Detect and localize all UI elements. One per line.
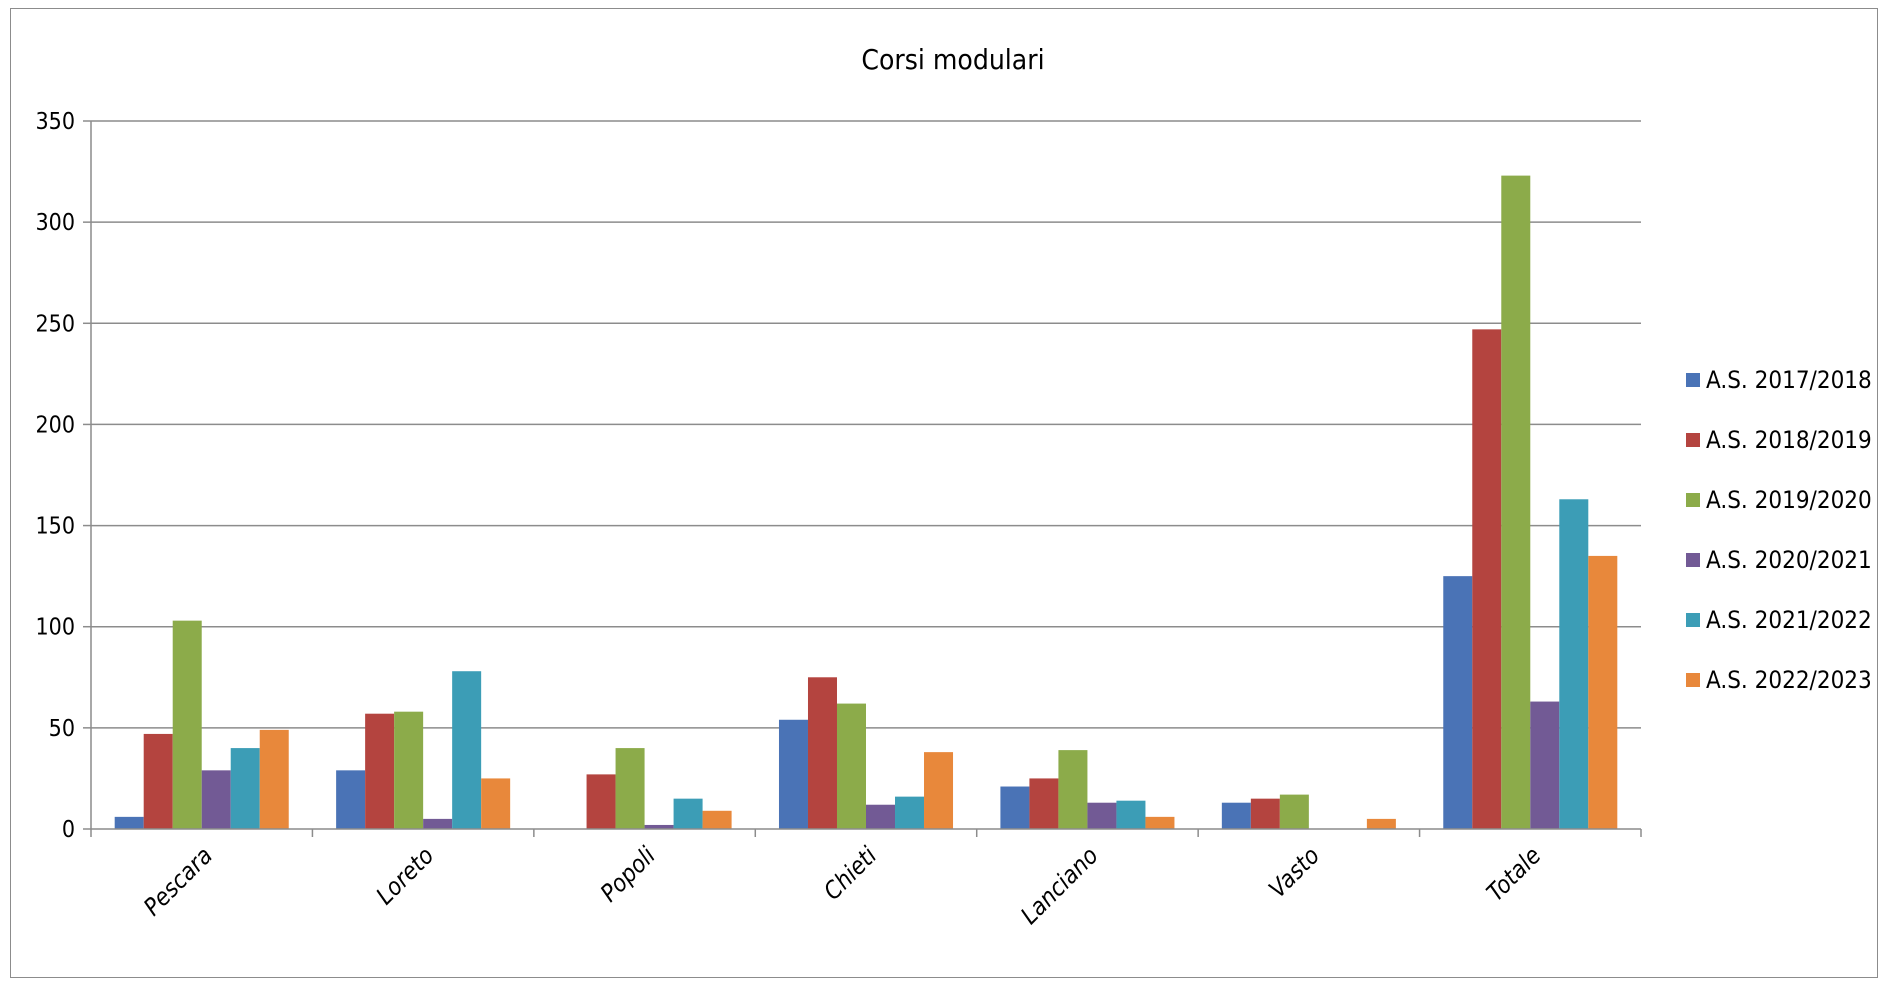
bar — [365, 713, 395, 829]
bar — [924, 752, 954, 829]
bar — [1472, 329, 1502, 829]
bar — [201, 770, 231, 829]
bar — [1058, 750, 1088, 829]
y-tick-label: 100 — [36, 615, 76, 641]
bar — [1443, 576, 1473, 829]
bar — [615, 748, 645, 829]
chart-frame: Corsi modulari 0 50 100 150 200 250 300 350 Pes… — [10, 8, 1878, 978]
y-tick-label: 150 — [36, 514, 76, 540]
bar — [336, 770, 366, 829]
bar — [172, 620, 202, 829]
bar — [1366, 818, 1396, 829]
bar — [143, 733, 173, 829]
x-tick-label: Chieti — [818, 841, 882, 905]
bar — [895, 796, 925, 829]
x-tick-label: Lanciano — [1015, 841, 1103, 929]
y-tick-label: 50 — [49, 716, 75, 742]
bar — [778, 719, 808, 829]
y-tick-label: 0 — [62, 817, 75, 843]
bar — [644, 824, 674, 829]
legend-swatch — [1686, 553, 1700, 567]
legend-label: A.S. 2021/2022 — [1706, 606, 1872, 634]
chart-title: Corsi modulari — [861, 43, 1044, 76]
legend-label: A.S. 2020/2021 — [1706, 546, 1872, 574]
bar — [1145, 816, 1175, 829]
chart-svg: Corsi modulari 0 50 100 150 200 250 300 350 Pes… — [36, 43, 1872, 930]
bar — [1221, 802, 1251, 829]
x-tick-label: Popoli — [595, 841, 661, 907]
x-tick-label: Pescara — [138, 841, 218, 921]
legend-label: A.S. 2022/2023 — [1706, 666, 1872, 694]
bar — [673, 798, 703, 829]
x-tick-label: Totale — [1481, 841, 1546, 906]
axes — [90, 121, 1642, 837]
bar — [423, 818, 453, 829]
bar — [1000, 786, 1030, 829]
legend-label: A.S. 2017/2018 — [1706, 366, 1872, 394]
bar — [1029, 778, 1059, 829]
legend-swatch — [1686, 493, 1700, 507]
bar — [1116, 800, 1146, 829]
x-axis-labels: Pescara Loreto Popoli Chieti Lanciano Vasto To… — [138, 841, 1546, 929]
legend: A.S. 2017/2018 A.S. 2018/2019 A.S. 2019/20… — [1686, 366, 1872, 694]
y-tick-label: 350 — [36, 109, 76, 135]
bar — [230, 748, 260, 829]
bars — [114, 175, 1618, 830]
bar — [481, 778, 511, 829]
bar — [586, 774, 616, 829]
bar — [1501, 175, 1531, 830]
y-tick-label: 200 — [36, 412, 76, 438]
bar — [452, 671, 482, 829]
y-axis-ticks: 0 50 100 150 200 250 300 350 — [36, 109, 91, 843]
bar — [394, 711, 424, 829]
legend-swatch — [1686, 613, 1700, 627]
bar — [807, 677, 837, 829]
y-tick-label: 300 — [36, 210, 76, 236]
bar — [1559, 499, 1589, 829]
y-tick-label: 250 — [36, 311, 76, 337]
bar — [114, 816, 144, 829]
bar — [1588, 555, 1618, 829]
gridlines — [91, 120, 1641, 729]
legend-label: A.S. 2019/2020 — [1706, 486, 1872, 514]
legend-swatch — [1686, 373, 1700, 387]
x-tick-label: Vasto — [1263, 841, 1325, 903]
legend-label: A.S. 2018/2019 — [1706, 426, 1872, 454]
bar — [1087, 802, 1117, 829]
bar — [259, 729, 289, 829]
legend-swatch — [1686, 673, 1700, 687]
legend-swatch — [1686, 433, 1700, 447]
bar — [1279, 794, 1309, 829]
bar — [1530, 701, 1560, 829]
bar — [1250, 798, 1280, 829]
bar — [866, 804, 896, 829]
bar — [702, 810, 732, 829]
bar — [836, 703, 866, 829]
x-tick-label: Loreto — [371, 841, 440, 910]
